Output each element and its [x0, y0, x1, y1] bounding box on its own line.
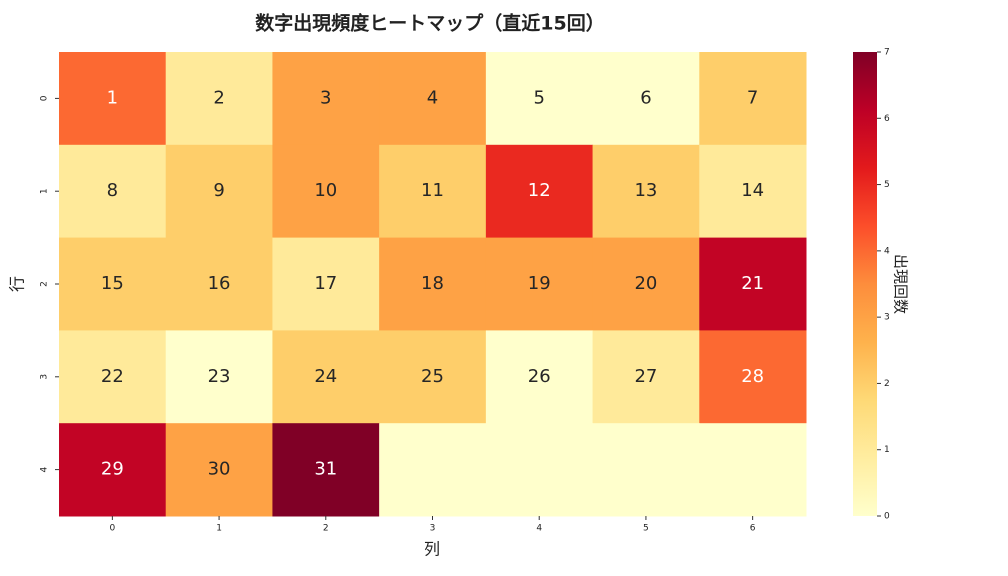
x-tick-label: 5 [643, 524, 649, 534]
cell-annotation: 29 [101, 459, 124, 480]
x-axis-label: 列 [424, 540, 440, 559]
colorbar-tick-label: 6 [884, 114, 890, 124]
heatmap-cell [485, 144, 594, 239]
heatmap-cell [592, 144, 700, 239]
cell-annotation: 6 [640, 87, 651, 108]
cell-annotation: 30 [208, 459, 231, 480]
colorbar-tick-label: 5 [884, 180, 890, 190]
cell-annotation: 22 [101, 366, 124, 387]
cell-annotation: 24 [314, 366, 337, 387]
heatmap-cell [592, 423, 700, 517]
cell-annotation: 27 [634, 366, 657, 387]
colorbar-tick-label: 7 [884, 48, 890, 58]
x-tick-label: 1 [216, 524, 222, 534]
cell-annotation: 13 [634, 180, 657, 201]
x-tick-label: 3 [430, 524, 436, 534]
heatmap-cell [59, 330, 167, 424]
heatmap-cell [59, 144, 167, 239]
cell-annotation: 31 [314, 459, 337, 480]
heatmap-cell [379, 423, 487, 517]
colorbar-tick-label: 4 [884, 246, 890, 256]
cell-annotation: 17 [314, 273, 337, 294]
heatmap-cell [59, 423, 167, 517]
cell-annotation: 10 [314, 180, 337, 201]
heatmap-cell [272, 144, 380, 239]
heatmap-cell [592, 330, 700, 424]
cell-annotation: 4 [427, 87, 438, 108]
heatmap-cell [485, 52, 594, 146]
colorbar-tick-label: 0 [884, 512, 890, 522]
heatmap-cell [272, 330, 380, 424]
y-tick-label: 2 [40, 281, 50, 287]
heatmap-cell [699, 52, 807, 146]
cell-annotation: 21 [741, 273, 764, 294]
heatmap-cell [272, 237, 380, 331]
heatmap-cell [699, 237, 807, 331]
heatmap-cell [379, 52, 487, 146]
heatmap-cell [379, 144, 487, 239]
x-tick-label: 6 [750, 524, 756, 534]
colorbar-label: 出現回数 [892, 254, 910, 314]
heatmap-cell [592, 237, 700, 331]
cell-annotation: 5 [533, 87, 544, 108]
cell-annotation: 20 [634, 273, 657, 294]
y-tick-label: 4 [40, 466, 50, 472]
colorbar [853, 52, 877, 516]
cell-annotation: 15 [101, 273, 124, 294]
cell-annotation: 14 [741, 180, 764, 201]
heatmap-cell [272, 423, 380, 517]
heatmap-cell [59, 52, 167, 146]
cell-annotation: 23 [208, 366, 231, 387]
heatmap-cell [165, 52, 273, 146]
heatmap-cell [485, 423, 594, 517]
chart-title: 数字出現頻度ヒートマップ（直近15回） [255, 12, 604, 35]
y-axis-label: 行 [8, 276, 27, 292]
colorbar-tick-label: 1 [884, 445, 890, 455]
colorbar-tick-label: 2 [884, 379, 890, 389]
heatmap-cell [592, 52, 700, 146]
heatmap-cell [165, 423, 273, 517]
y-tick-label: 1 [40, 188, 50, 194]
cell-annotation: 2 [213, 87, 224, 108]
cell-annotation: 18 [421, 273, 444, 294]
cell-annotation: 16 [208, 273, 231, 294]
cell-annotation: 8 [107, 180, 118, 201]
x-tick-label: 4 [536, 524, 542, 534]
heatmap-cell [699, 423, 807, 517]
cell-annotation: 11 [421, 180, 444, 201]
cell-annotation: 12 [528, 180, 551, 201]
heatmap-cell [485, 237, 594, 331]
heatmap-cell [379, 237, 487, 331]
heatmap-cell [699, 330, 807, 424]
heatmap-cell [485, 330, 594, 424]
heatmap-cell [272, 52, 380, 146]
heatmap-cell [379, 330, 487, 424]
x-tick-label: 2 [323, 524, 329, 534]
x-tick-label: 0 [109, 524, 115, 534]
cell-annotation: 19 [528, 273, 551, 294]
cell-annotation: 25 [421, 366, 444, 387]
heatmap-cell [165, 144, 273, 239]
y-tick-label: 0 [40, 95, 50, 101]
cell-annotation: 7 [747, 87, 758, 108]
cell-annotation: 28 [741, 366, 764, 387]
cell-annotation: 1 [107, 87, 118, 108]
cell-annotation: 3 [320, 87, 331, 108]
heatmap-cell [165, 330, 273, 424]
cell-annotation: 26 [528, 366, 551, 387]
y-tick-label: 3 [40, 374, 50, 380]
heatmap-cell [699, 144, 807, 239]
heatmap-cell [165, 237, 273, 331]
colorbar-tick-label: 3 [884, 313, 890, 323]
heatmap-cell [59, 237, 167, 331]
cell-annotation: 9 [213, 180, 224, 201]
